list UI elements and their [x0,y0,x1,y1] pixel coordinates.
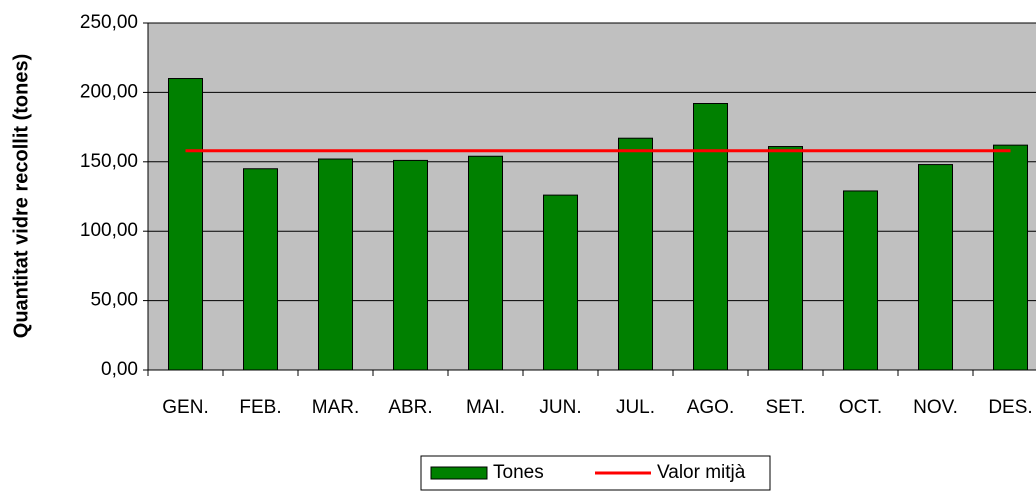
bar [393,159,428,371]
legend-label: Tones [493,462,544,483]
x-tick-label: MAR. [312,397,360,418]
x-tick-label: JUN. [539,397,581,418]
y-tick-label: 50,00 [90,290,138,311]
legend-swatch [430,466,488,480]
y-tick-label: 200,00 [80,81,138,102]
bar [318,158,353,371]
bar [693,103,728,371]
bar [993,144,1028,371]
y-tick-label: 250,00 [80,12,138,33]
x-tick-label: MAI. [466,397,505,418]
bar [468,155,503,371]
x-tick-label: FEB. [239,397,281,418]
bar [618,137,653,371]
x-tick-label: DES. [988,397,1032,418]
x-tick-label: OCT. [839,397,882,418]
y-axis-label: Quantitat vidre recollit (tones) [10,54,32,338]
bar [168,78,203,371]
y-tick-label: 150,00 [80,151,138,172]
plot-area [147,22,1036,371]
x-tick-label: GEN. [162,397,208,418]
x-tick-label: NOV. [913,397,958,418]
bar [543,194,578,371]
bar [243,168,278,371]
x-tick-label: ABR. [388,397,432,418]
y-tick-label: 100,00 [80,220,138,241]
bar [843,190,878,371]
x-tick-label: JUL. [616,397,655,418]
x-tick-label: AGO. [687,397,735,418]
x-tick-label: SET. [765,397,805,418]
y-tick-label: 0,00 [101,359,138,380]
legend-label: Valor mitjà [657,462,746,483]
bar [768,146,803,371]
bar [918,164,953,371]
